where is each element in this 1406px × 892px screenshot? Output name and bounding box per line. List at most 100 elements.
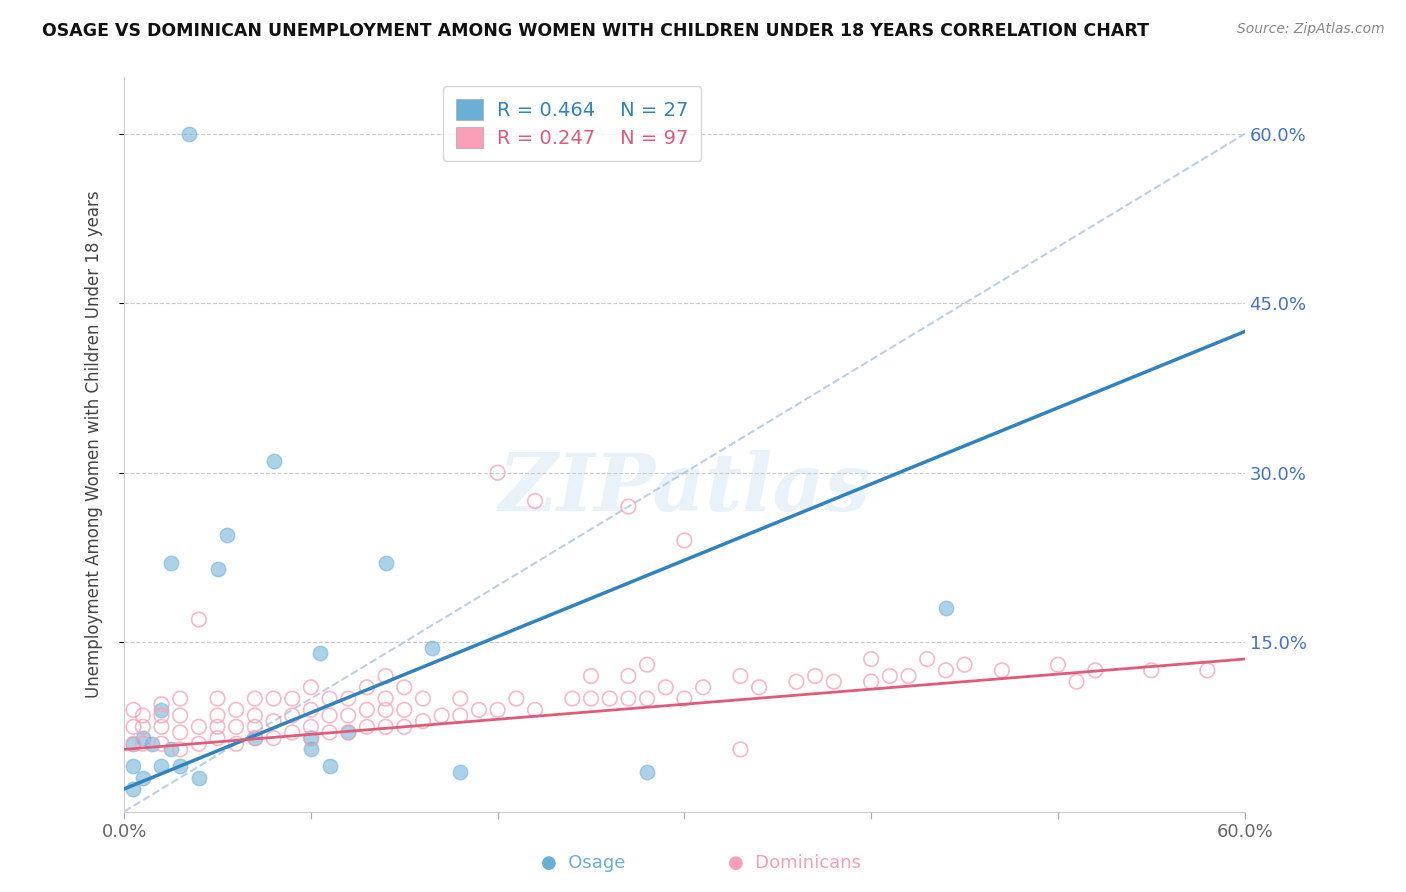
- Point: [169, 759, 191, 773]
- Point: [617, 669, 640, 683]
- Point: [636, 691, 658, 706]
- Point: [524, 703, 547, 717]
- Point: [374, 669, 396, 683]
- Point: [263, 714, 285, 728]
- Point: [412, 691, 434, 706]
- Point: [318, 759, 340, 773]
- Point: [132, 737, 155, 751]
- Point: [132, 708, 155, 723]
- Legend: R = 0.464    N = 27, R = 0.247    N = 97: R = 0.464 N = 27, R = 0.247 N = 97: [443, 87, 702, 161]
- Point: [169, 691, 191, 706]
- Point: [879, 669, 901, 683]
- Point: [299, 731, 322, 745]
- Point: [225, 737, 247, 751]
- Point: [412, 714, 434, 728]
- Point: [207, 731, 229, 745]
- Point: [617, 500, 640, 514]
- Point: [1197, 664, 1219, 678]
- Point: [430, 708, 453, 723]
- Point: [263, 454, 285, 468]
- Point: [169, 708, 191, 723]
- Point: [449, 764, 471, 779]
- Point: [207, 691, 229, 706]
- Point: [823, 674, 845, 689]
- Point: [207, 708, 229, 723]
- Point: [860, 674, 883, 689]
- Point: [599, 691, 621, 706]
- Point: [935, 601, 957, 615]
- Text: ZIPatlas: ZIPatlas: [498, 450, 870, 527]
- Point: [309, 647, 332, 661]
- Point: [1046, 657, 1069, 672]
- Point: [356, 720, 378, 734]
- Point: [169, 725, 191, 739]
- Point: [150, 737, 173, 751]
- Point: [243, 731, 266, 745]
- Point: [187, 771, 209, 785]
- Point: [337, 725, 360, 739]
- Point: [1140, 664, 1163, 678]
- Point: [243, 691, 266, 706]
- Point: [449, 708, 471, 723]
- Point: [897, 669, 920, 683]
- Point: [524, 494, 547, 508]
- Point: [860, 652, 883, 666]
- Point: [486, 466, 509, 480]
- Point: [673, 533, 696, 548]
- Point: [394, 703, 416, 717]
- Point: [159, 556, 181, 570]
- Point: [804, 669, 827, 683]
- Point: [730, 742, 752, 756]
- Point: [374, 691, 396, 706]
- Point: [449, 691, 471, 706]
- Point: [299, 681, 322, 695]
- Text: OSAGE VS DOMINICAN UNEMPLOYMENT AMONG WOMEN WITH CHILDREN UNDER 18 YEARS CORRELA: OSAGE VS DOMINICAN UNEMPLOYMENT AMONG WO…: [42, 22, 1149, 40]
- Point: [299, 720, 322, 734]
- Point: [207, 720, 229, 734]
- Point: [318, 725, 340, 739]
- Point: [636, 657, 658, 672]
- Point: [579, 691, 602, 706]
- Point: [187, 613, 209, 627]
- Point: [243, 731, 266, 745]
- Point: [187, 737, 209, 751]
- Point: [318, 708, 340, 723]
- Point: [915, 652, 938, 666]
- Point: [281, 725, 304, 739]
- Text: Source: ZipAtlas.com: Source: ZipAtlas.com: [1237, 22, 1385, 37]
- Point: [169, 742, 191, 756]
- Point: [1084, 664, 1107, 678]
- Point: [122, 720, 145, 734]
- Point: [730, 669, 752, 683]
- Point: [692, 681, 714, 695]
- Point: [1066, 674, 1088, 689]
- Point: [179, 127, 201, 141]
- Point: [132, 771, 155, 785]
- Point: [394, 720, 416, 734]
- Point: [935, 664, 957, 678]
- Point: [673, 691, 696, 706]
- Point: [150, 720, 173, 734]
- Point: [748, 681, 770, 695]
- Point: [150, 759, 173, 773]
- Point: [356, 703, 378, 717]
- Point: [159, 742, 181, 756]
- Point: [187, 720, 209, 734]
- Point: [150, 697, 173, 711]
- Point: [374, 556, 396, 570]
- Point: [225, 703, 247, 717]
- Point: [281, 691, 304, 706]
- Point: [243, 708, 266, 723]
- Text: ●  Dominicans: ● Dominicans: [728, 855, 860, 872]
- Point: [636, 764, 658, 779]
- Point: [225, 720, 247, 734]
- Point: [337, 725, 360, 739]
- Point: [394, 681, 416, 695]
- Point: [374, 720, 396, 734]
- Point: [263, 731, 285, 745]
- Point: [468, 703, 491, 717]
- Point: [150, 703, 173, 717]
- Point: [299, 742, 322, 756]
- Point: [122, 759, 145, 773]
- Point: [122, 737, 145, 751]
